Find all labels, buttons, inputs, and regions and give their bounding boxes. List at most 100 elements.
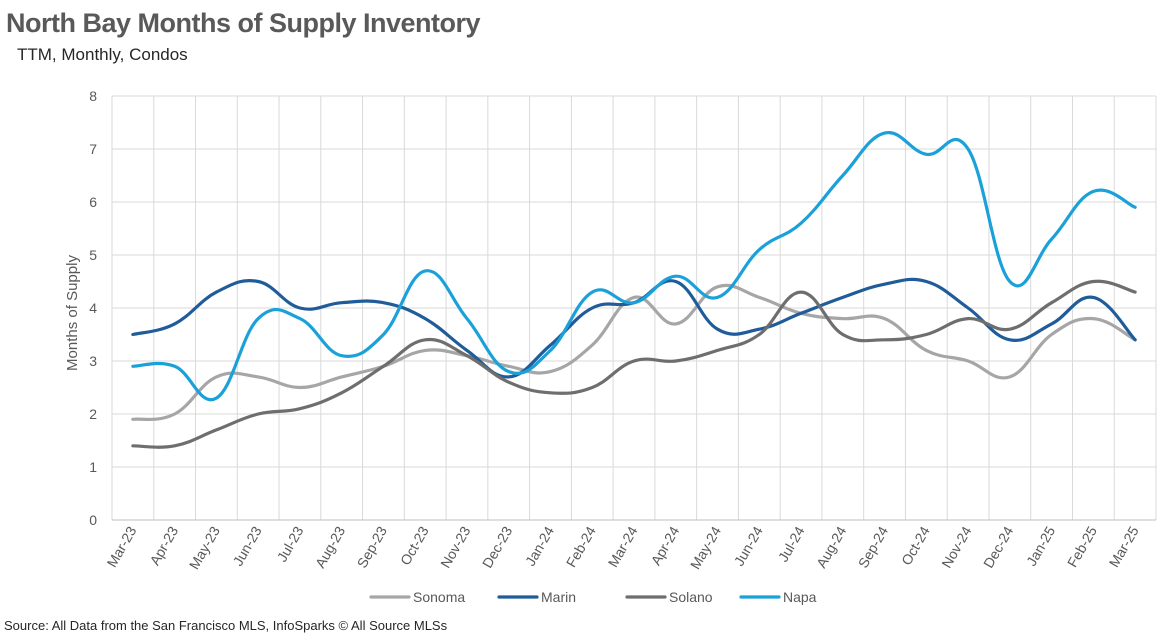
data-point-sonoma: [758, 296, 761, 299]
data-point-napa: [841, 174, 844, 177]
data-point-sonoma: [966, 359, 969, 362]
x-tick-label: Dec-23: [479, 523, 516, 570]
series-line-solano: [131, 279, 1137, 449]
data-point-marin: [674, 280, 677, 283]
data-point-marin: [131, 333, 134, 336]
x-tick-label: Apr-24: [647, 523, 682, 568]
data-point-solano: [507, 381, 510, 384]
data-point-marin: [382, 301, 385, 304]
data-point-napa: [799, 222, 802, 225]
data-point-sonoma: [841, 317, 844, 320]
data-point-marin: [841, 296, 844, 299]
data-point-marin: [1008, 338, 1011, 341]
data-point-solano: [549, 391, 552, 394]
y-tick-label: 3: [89, 353, 97, 369]
data-point-sonoma: [591, 344, 594, 347]
chart-title: North Bay Months of Supply Inventory: [6, 8, 481, 38]
source-note: Source: All Data from the San Francisco …: [4, 618, 448, 633]
data-point-sonoma: [507, 365, 510, 368]
data-point-solano: [883, 338, 886, 341]
data-point-napa: [925, 153, 928, 156]
data-point-napa: [758, 248, 761, 251]
data-point-napa: [966, 147, 969, 150]
data-point-sonoma: [549, 370, 552, 373]
data-point-napa: [716, 296, 719, 299]
x-tick-label: Jun-24: [731, 523, 766, 568]
legend-label-solano: Solano: [669, 589, 713, 605]
data-point-solano: [257, 412, 260, 415]
y-tick-label: 7: [89, 141, 97, 157]
x-tick-label: May-24: [687, 523, 724, 572]
data-point-sonoma: [632, 296, 635, 299]
data-point-sonoma: [883, 317, 886, 320]
x-tick-label: Nov-23: [437, 523, 474, 570]
data-point-solano: [925, 333, 928, 336]
legend-label-sonoma: Sonoma: [413, 589, 465, 605]
x-tick-label: Jun-23: [229, 523, 264, 568]
data-point-napa: [883, 132, 886, 135]
data-point-sonoma: [674, 322, 677, 325]
y-axis-title: Months of Supply: [64, 255, 81, 371]
series-line-sonoma: [131, 283, 1137, 422]
data-point-solano: [340, 391, 343, 394]
data-point-napa: [549, 349, 552, 352]
y-tick-label: 4: [89, 300, 97, 316]
x-tick-label: Sep-23: [354, 523, 391, 570]
y-tick-label: 6: [89, 194, 97, 210]
x-tick-label: Dec-24: [980, 523, 1017, 570]
data-point-marin: [549, 344, 552, 347]
data-point-solano: [215, 428, 218, 431]
data-point-solano: [424, 338, 427, 341]
data-point-napa: [340, 354, 343, 357]
data-point-sonoma: [1092, 317, 1095, 320]
x-tick-label: Mar-24: [605, 523, 641, 570]
data-point-marin: [173, 322, 176, 325]
data-point-sonoma: [215, 375, 218, 378]
data-point-solano: [465, 354, 468, 357]
x-tick-label: Mar-25: [1106, 523, 1142, 570]
data-point-sonoma: [424, 349, 427, 352]
x-tick-label: Aug-24: [813, 523, 850, 570]
y-tick-label: 2: [89, 406, 97, 422]
data-point-napa: [591, 291, 594, 294]
x-tick-label: Sep-24: [855, 523, 892, 570]
data-point-marin: [424, 317, 427, 320]
x-tick-label: Jul-23: [274, 523, 307, 564]
x-tick-label: Jan-25: [1023, 523, 1058, 568]
data-point-napa: [507, 370, 510, 373]
data-point-napa: [465, 317, 468, 320]
legend-label-marin: Marin: [541, 589, 576, 605]
y-tick-label: 5: [89, 247, 97, 263]
data-point-marin: [966, 306, 969, 309]
x-tick-label: Jan-24: [522, 523, 557, 568]
data-point-napa: [1008, 280, 1011, 283]
data-point-marin: [799, 312, 802, 315]
data-point-napa: [1134, 206, 1137, 209]
data-point-marin: [883, 283, 886, 286]
data-point-sonoma: [298, 386, 301, 389]
data-point-marin: [925, 280, 928, 283]
data-point-marin: [507, 375, 510, 378]
data-point-solano: [1008, 328, 1011, 331]
data-point-solano: [591, 386, 594, 389]
data-point-solano: [799, 291, 802, 294]
data-point-sonoma: [1008, 375, 1011, 378]
x-tick-label: Mar-23: [103, 523, 139, 570]
data-point-marin: [1092, 296, 1095, 299]
chart-subtitle: TTM, Monthly, Condos: [17, 45, 188, 64]
data-point-sonoma: [340, 375, 343, 378]
x-tick-label: Oct-23: [397, 523, 432, 568]
x-tick-label: Apr-23: [146, 523, 181, 568]
data-point-sonoma: [173, 412, 176, 415]
data-point-solano: [758, 333, 761, 336]
y-tick-label: 8: [89, 88, 97, 104]
data-point-napa: [298, 317, 301, 320]
data-point-solano: [966, 317, 969, 320]
x-tick-label: Nov-24: [938, 523, 975, 570]
data-point-marin: [298, 306, 301, 309]
data-point-solano: [1134, 291, 1137, 294]
data-point-solano: [674, 359, 677, 362]
data-point-solano: [716, 349, 719, 352]
data-point-sonoma: [131, 418, 134, 421]
